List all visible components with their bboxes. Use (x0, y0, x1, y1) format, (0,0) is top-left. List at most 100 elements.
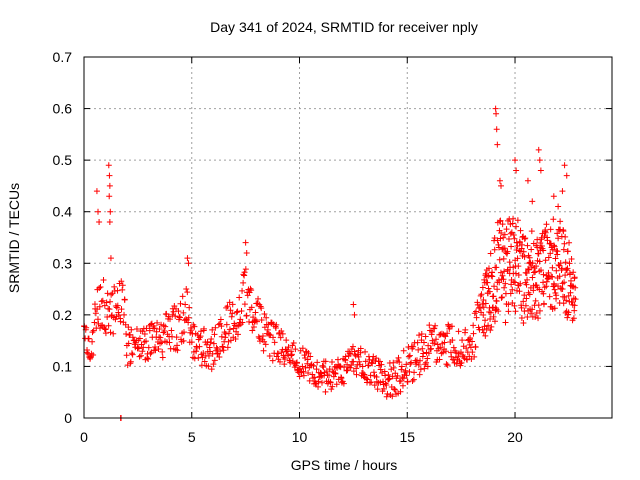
data-point (104, 313, 111, 320)
data-point (417, 366, 424, 373)
data-point (465, 336, 472, 343)
data-point (566, 271, 573, 278)
data-point (368, 359, 375, 366)
data-point (299, 363, 306, 370)
data-point (156, 325, 163, 332)
data-point (220, 347, 227, 354)
data-point (139, 348, 146, 355)
data-point (512, 279, 519, 286)
data-point (369, 356, 376, 363)
data-point (105, 162, 112, 169)
data-point (342, 353, 349, 360)
data-point (205, 363, 212, 370)
data-point (118, 306, 125, 313)
data-point (322, 358, 329, 365)
data-point (528, 310, 535, 317)
data-point (523, 270, 530, 277)
data-point (385, 376, 392, 383)
data-point (383, 393, 390, 400)
data-point (436, 356, 443, 363)
data-point (504, 248, 511, 255)
data-point (110, 330, 117, 337)
data-point (505, 308, 512, 315)
data-point (400, 375, 407, 382)
data-point (371, 382, 378, 389)
data-point (377, 379, 384, 386)
data-point (259, 333, 266, 340)
data-point (337, 363, 344, 370)
data-point (424, 355, 431, 362)
data-point (560, 228, 567, 235)
data-point (305, 369, 312, 376)
data-point (107, 255, 114, 262)
data-point (473, 314, 480, 321)
data-point (499, 294, 506, 301)
data-point (558, 265, 565, 272)
x-axis-label: GPS time / hours (291, 457, 398, 473)
data-point (228, 313, 235, 320)
data-point (560, 246, 567, 253)
data-point (382, 372, 389, 379)
data-point (542, 257, 549, 264)
data-point (498, 294, 505, 301)
data-point (87, 354, 94, 361)
data-point (400, 347, 407, 354)
data-point (246, 318, 253, 325)
data-point (261, 311, 268, 318)
data-point (526, 291, 533, 298)
data-point (129, 351, 136, 358)
data-point (492, 105, 499, 112)
data-point (494, 286, 501, 293)
data-point (528, 264, 535, 271)
data-point (389, 373, 396, 380)
data-point (453, 360, 460, 367)
data-point (283, 337, 290, 344)
data-point (210, 361, 217, 368)
data-point (499, 221, 506, 228)
gridlines (84, 57, 612, 418)
data-point (136, 353, 143, 360)
data-point (134, 344, 141, 351)
data-point (543, 283, 550, 290)
data-point (416, 371, 423, 378)
data-point (506, 259, 513, 266)
data-point (518, 314, 525, 321)
data-point (157, 334, 164, 341)
data-point (317, 369, 324, 376)
data-point (405, 353, 412, 360)
data-point (152, 347, 159, 354)
data-point (288, 352, 295, 359)
data-point (524, 177, 531, 184)
data-point (204, 338, 211, 345)
data-point (247, 285, 254, 292)
data-point (528, 246, 535, 253)
data-point (482, 332, 489, 339)
data-point (410, 343, 417, 350)
data-point (455, 353, 462, 360)
data-point (398, 366, 405, 373)
data-point (459, 337, 466, 344)
data-point (396, 359, 403, 366)
data-point (226, 299, 233, 306)
data-point (229, 310, 236, 317)
data-point (260, 347, 267, 354)
data-point (121, 296, 128, 303)
data-point (551, 243, 558, 250)
data-point (191, 355, 198, 362)
data-point (554, 230, 561, 237)
data-point (545, 273, 552, 280)
data-point (443, 361, 450, 368)
data-point (407, 360, 414, 367)
data-point (340, 380, 347, 387)
data-point (248, 304, 255, 311)
data-point (409, 378, 416, 385)
data-point (524, 276, 531, 283)
data-point (326, 366, 333, 373)
data-point (162, 323, 169, 330)
data-point (98, 298, 105, 305)
data-point (559, 286, 566, 293)
axis-ticks: 0 0.1 0.2 0.3 0.4 0.5 0.6 0.7 0 5 10 15 20 (53, 49, 612, 445)
data-point (185, 260, 192, 267)
data-point (493, 298, 500, 305)
